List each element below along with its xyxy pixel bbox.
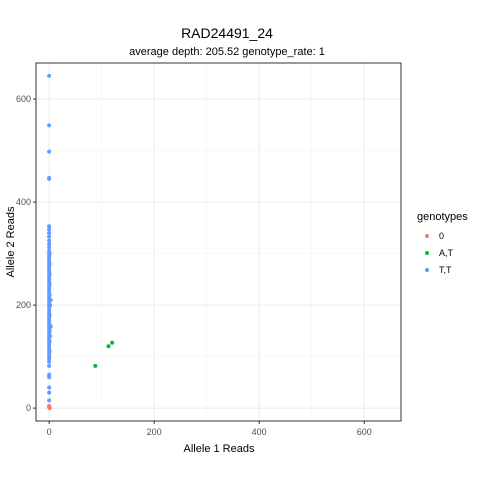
x-tick-label: 200 — [147, 427, 162, 437]
data-point — [48, 334, 53, 339]
x-tick-label: 400 — [252, 427, 267, 437]
legend-label: T,T — [439, 265, 452, 275]
data-point — [48, 297, 53, 302]
x-tick-label: 0 — [47, 427, 52, 437]
x-axis-title: Allele 1 Reads — [184, 443, 255, 455]
data-point — [48, 324, 53, 329]
data-point — [47, 349, 52, 354]
data-point — [47, 406, 52, 411]
data-point — [47, 242, 52, 247]
data-point — [47, 245, 52, 250]
data-point — [47, 390, 52, 395]
legend-label: 0 — [439, 231, 444, 241]
data-point — [47, 123, 52, 128]
data-point — [47, 227, 52, 232]
data-point — [47, 339, 52, 344]
legend-label: A,T — [439, 248, 454, 258]
y-axis-ticks: 0 200 400 600 — [16, 94, 36, 413]
data-point — [47, 234, 52, 239]
legend-key — [425, 268, 429, 272]
data-point — [47, 359, 52, 364]
y-tick-label: 400 — [16, 197, 31, 207]
data-point — [93, 363, 98, 368]
x-axis-ticks: 0 200 400 600 — [47, 421, 372, 437]
data-point — [47, 385, 52, 390]
legend-items: 0 A,T T,T — [425, 231, 454, 275]
data-point — [47, 149, 52, 154]
data-point — [47, 238, 52, 243]
legend-key — [425, 251, 429, 255]
legend-key — [425, 234, 429, 238]
data-point — [47, 282, 52, 287]
data-point — [47, 398, 52, 403]
y-tick-label: 0 — [26, 403, 31, 413]
data-point — [47, 363, 52, 368]
data-point — [47, 251, 52, 256]
data-point — [47, 261, 52, 266]
data-point — [47, 230, 52, 235]
data-point — [47, 313, 52, 318]
legend-title: genotypes — [417, 211, 468, 223]
data-point — [47, 73, 52, 78]
data-point — [47, 272, 52, 277]
data-point — [47, 292, 52, 297]
grid-lines — [36, 63, 401, 421]
data-point — [48, 303, 53, 308]
plot-panel — [36, 63, 401, 421]
data-point — [47, 375, 52, 380]
data-point — [47, 328, 52, 333]
data-point — [106, 344, 111, 349]
plot-border — [35, 62, 402, 422]
y-tick-label: 600 — [16, 94, 31, 104]
chart-subtitle: average depth: 205.52 genotype_rate: 1 — [129, 46, 325, 58]
data-point — [110, 340, 115, 345]
x-tick-label: 600 — [357, 427, 372, 437]
data-points — [47, 73, 115, 411]
chart-title: RAD24491_24 — [181, 25, 273, 41]
data-point — [47, 224, 52, 229]
y-tick-label: 200 — [16, 300, 31, 310]
legend: genotypes 0 A,T T,T — [417, 211, 468, 275]
y-axis-title: Allele 2 Reads — [5, 206, 17, 277]
data-point — [47, 176, 52, 181]
